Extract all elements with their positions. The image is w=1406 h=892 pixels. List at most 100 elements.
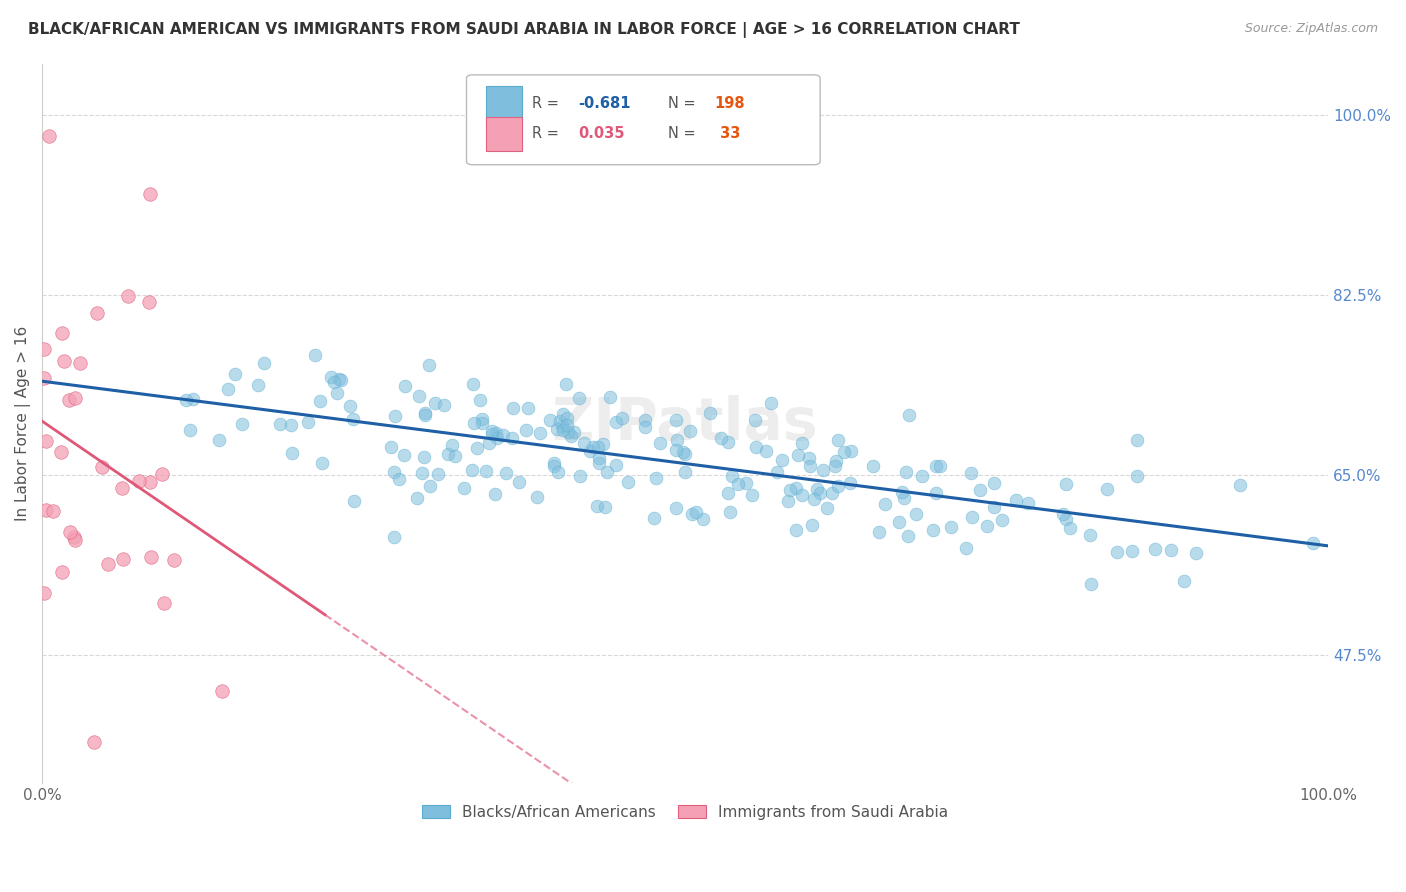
Point bbox=[150, 467, 173, 481]
Point bbox=[253, 356, 276, 370]
Point bbox=[572, 436, 595, 450]
Point bbox=[727, 476, 749, 491]
Point bbox=[759, 396, 782, 410]
Point bbox=[485, 426, 508, 441]
Point bbox=[790, 436, 813, 450]
Point bbox=[90, 460, 112, 475]
Point bbox=[58, 392, 80, 407]
Point bbox=[644, 471, 666, 485]
Point bbox=[582, 440, 605, 454]
Point bbox=[418, 358, 440, 372]
Point bbox=[1054, 476, 1077, 491]
Point bbox=[605, 458, 627, 472]
Point bbox=[825, 453, 848, 467]
Text: 0.035: 0.035 bbox=[578, 127, 624, 141]
Point bbox=[384, 465, 406, 479]
Point bbox=[555, 417, 578, 432]
Point bbox=[471, 416, 494, 430]
Point bbox=[51, 326, 73, 340]
Point bbox=[1126, 469, 1149, 483]
Point bbox=[481, 424, 503, 438]
Point bbox=[437, 447, 460, 461]
Point bbox=[991, 513, 1014, 527]
Point bbox=[153, 596, 176, 610]
Point bbox=[304, 348, 326, 362]
Point bbox=[51, 444, 73, 458]
Point bbox=[685, 505, 707, 519]
Point bbox=[588, 450, 610, 465]
Point bbox=[465, 442, 488, 456]
Point bbox=[111, 551, 134, 566]
Point bbox=[665, 501, 688, 516]
Point bbox=[471, 412, 494, 426]
Point bbox=[411, 466, 433, 480]
Point bbox=[388, 472, 411, 486]
Point bbox=[538, 412, 561, 426]
Point bbox=[322, 375, 344, 389]
Text: N =: N = bbox=[668, 96, 700, 112]
Point bbox=[569, 468, 592, 483]
Point bbox=[38, 128, 60, 143]
Point bbox=[546, 422, 568, 436]
Point bbox=[1125, 433, 1147, 447]
Point bbox=[1121, 544, 1143, 558]
Point bbox=[616, 475, 638, 489]
Point bbox=[1080, 577, 1102, 591]
Point bbox=[955, 541, 977, 555]
Point bbox=[1144, 541, 1167, 556]
Point bbox=[69, 356, 91, 370]
Point bbox=[35, 434, 58, 448]
Text: N =: N = bbox=[668, 127, 700, 141]
Point bbox=[330, 373, 353, 387]
Point bbox=[382, 530, 405, 544]
Point bbox=[596, 465, 619, 479]
Point bbox=[111, 481, 134, 495]
Point bbox=[911, 469, 934, 483]
Point bbox=[551, 418, 574, 433]
Point bbox=[813, 462, 835, 476]
Point bbox=[1052, 507, 1074, 521]
Point bbox=[97, 557, 120, 571]
Point bbox=[665, 434, 688, 448]
Point bbox=[297, 415, 319, 429]
Point bbox=[63, 530, 86, 544]
Point bbox=[553, 407, 575, 421]
Point bbox=[425, 395, 447, 409]
Point bbox=[495, 466, 517, 480]
Point bbox=[59, 525, 82, 540]
Point bbox=[478, 436, 501, 450]
Point bbox=[1160, 543, 1182, 558]
Point bbox=[269, 417, 291, 432]
Point bbox=[547, 465, 569, 479]
Point bbox=[128, 474, 150, 488]
Text: R =: R = bbox=[531, 96, 564, 112]
Point bbox=[1105, 545, 1128, 559]
Point bbox=[224, 368, 246, 382]
Point bbox=[960, 510, 983, 524]
Point bbox=[634, 420, 657, 434]
Point bbox=[925, 485, 948, 500]
Point bbox=[735, 475, 758, 490]
Point bbox=[983, 500, 1005, 515]
Point bbox=[898, 408, 921, 422]
Point bbox=[827, 479, 849, 493]
Point bbox=[141, 549, 163, 564]
Point bbox=[665, 413, 688, 427]
Point bbox=[529, 426, 551, 441]
Point bbox=[568, 391, 591, 405]
Point bbox=[343, 493, 366, 508]
Point bbox=[557, 425, 579, 439]
FancyBboxPatch shape bbox=[467, 75, 820, 165]
Point bbox=[633, 413, 655, 427]
Point bbox=[741, 488, 763, 502]
Point bbox=[896, 465, 918, 479]
Point bbox=[716, 435, 738, 450]
Point bbox=[650, 436, 672, 450]
Text: R =: R = bbox=[531, 127, 564, 141]
Point bbox=[679, 424, 702, 438]
Point bbox=[925, 458, 948, 473]
Point bbox=[309, 394, 332, 409]
Point bbox=[52, 354, 75, 368]
Point bbox=[593, 500, 616, 515]
Point bbox=[928, 459, 950, 474]
